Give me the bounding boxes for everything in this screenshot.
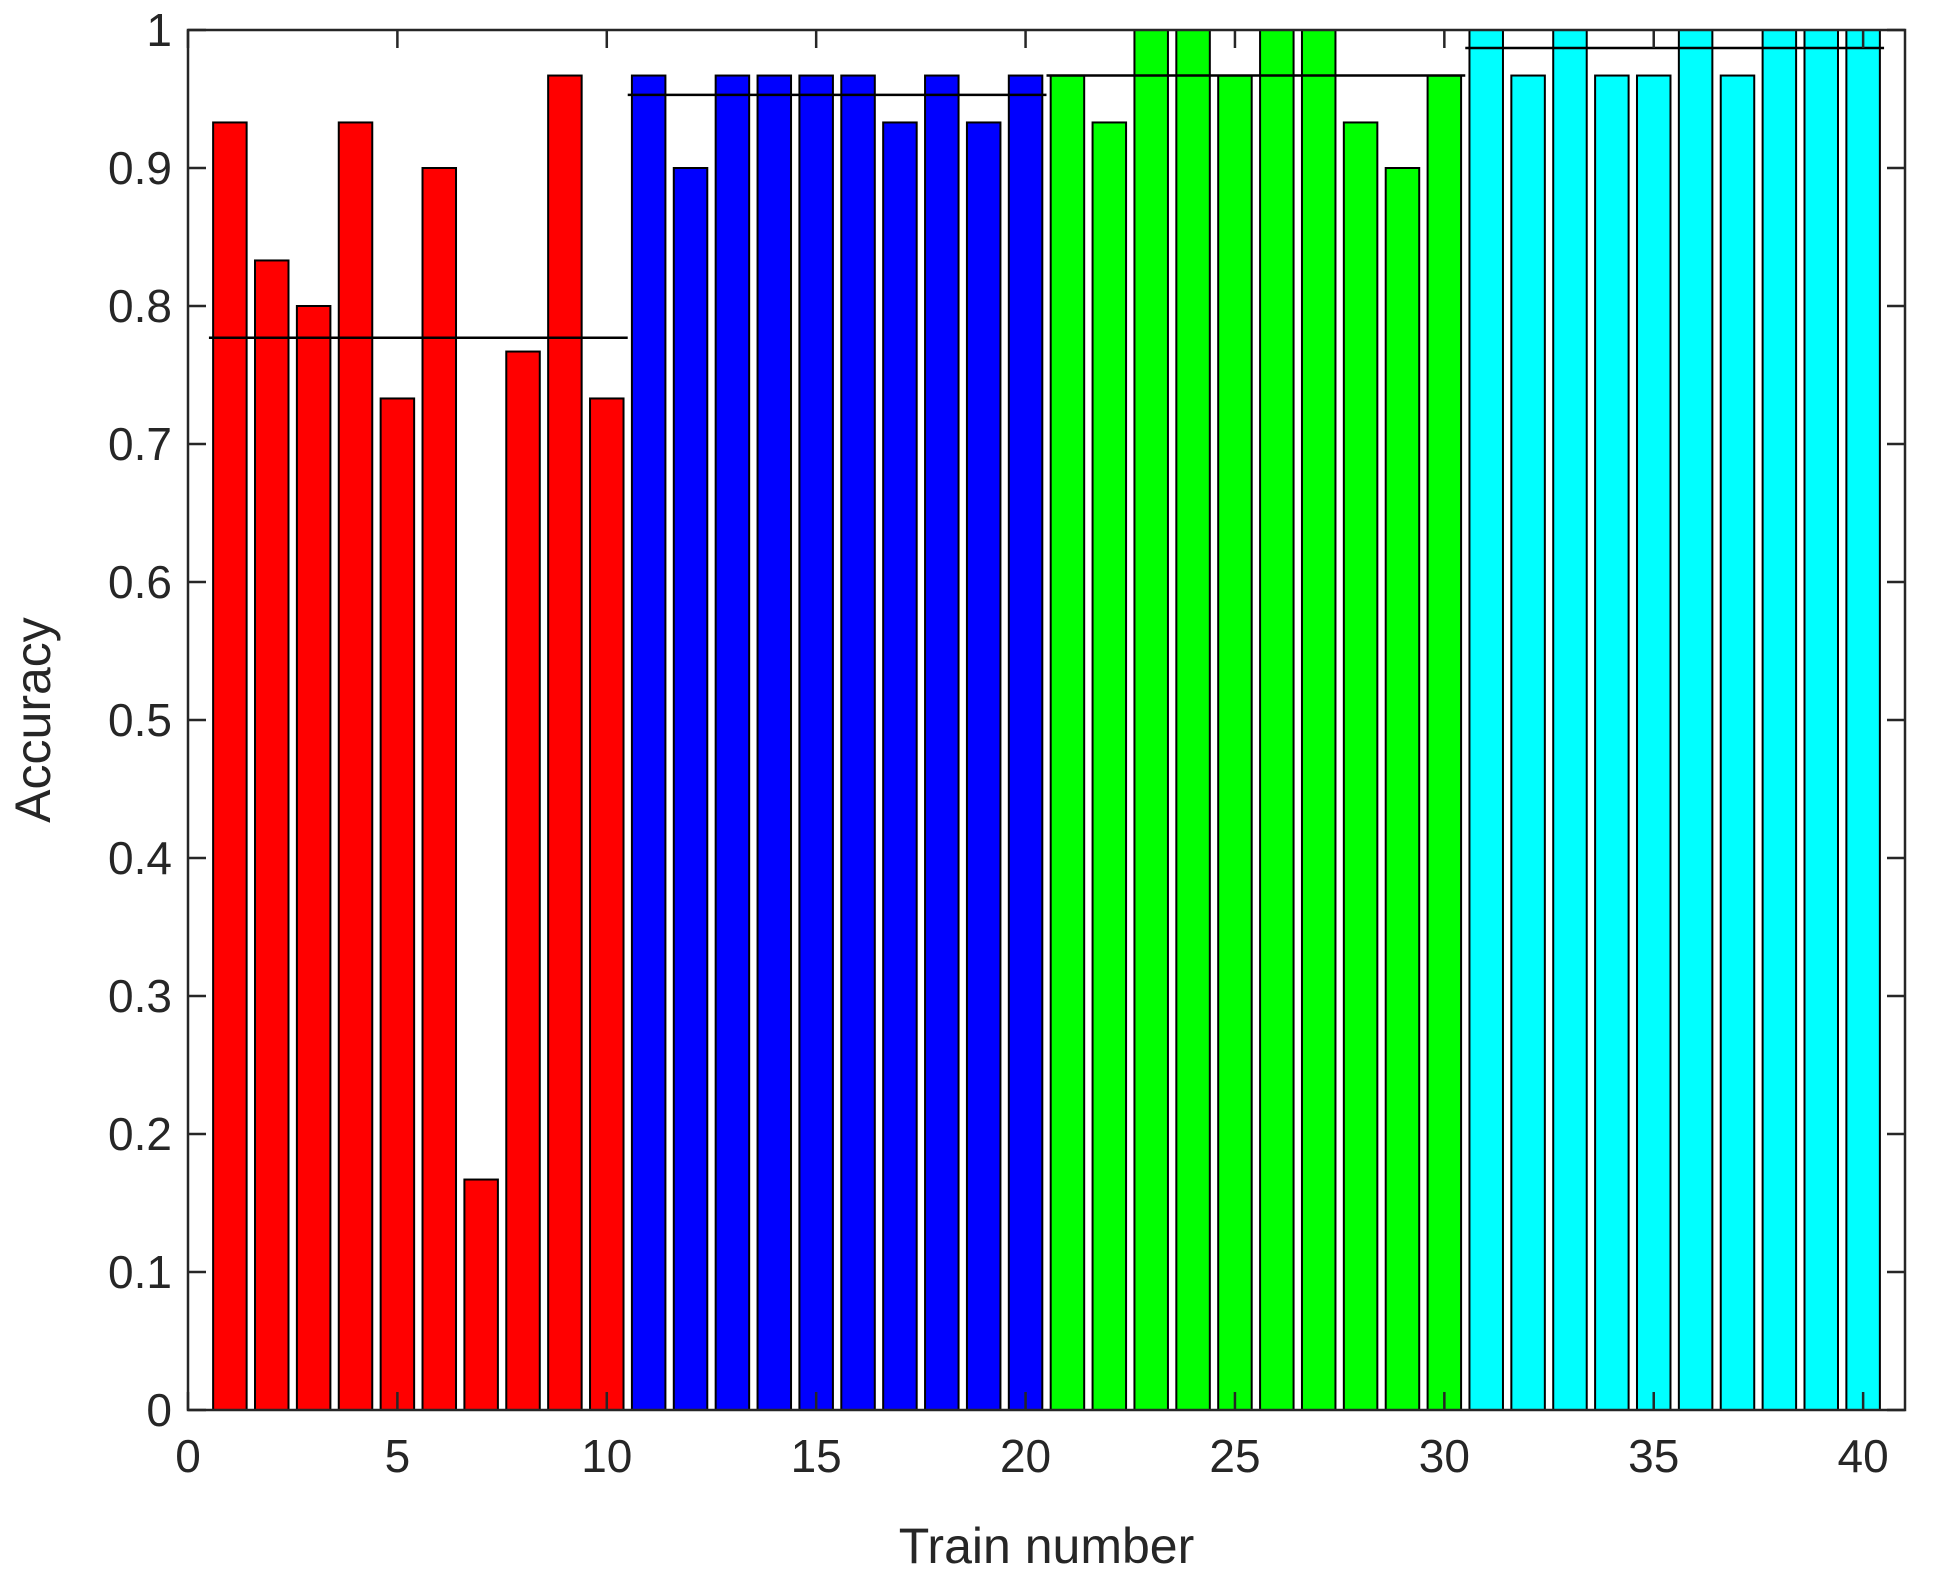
y-axis-title: Accuracy — [5, 617, 61, 823]
bar-37 — [1719, 74, 1756, 1411]
y-tick-label: 0.2 — [108, 1108, 172, 1160]
bar-1 — [212, 121, 248, 1412]
bar-16 — [840, 74, 876, 1411]
x-tick-label: 20 — [1000, 1430, 1051, 1482]
bar-10 — [589, 397, 625, 1411]
bar-40 — [1845, 29, 1881, 1411]
y-tick-label: 0.1 — [108, 1246, 172, 1298]
x-tick-label: 40 — [1838, 1430, 1889, 1482]
x-tick-label: 30 — [1419, 1430, 1470, 1482]
bar-13 — [714, 74, 751, 1411]
bar-8 — [505, 350, 541, 1411]
bar-3 — [295, 305, 332, 1411]
bar-38 — [1761, 29, 1798, 1411]
bar-25 — [1217, 74, 1253, 1411]
y-tick-label: 0.8 — [108, 280, 172, 332]
bar-19 — [965, 121, 1002, 1412]
y-tick-label: 0.6 — [108, 556, 172, 608]
bar-18 — [924, 74, 960, 1411]
y-tick-label: 0.7 — [108, 418, 172, 470]
bar-30 — [1426, 74, 1463, 1411]
bar-34 — [1594, 74, 1630, 1411]
bar-4 — [337, 121, 374, 1412]
y-tick-label: 0 — [146, 1384, 172, 1436]
bar-23 — [1133, 29, 1169, 1411]
bar-31 — [1468, 29, 1504, 1411]
x-tick-label: 5 — [385, 1430, 411, 1482]
ticks-layer: 0 5 10 15 20 25 30 35 40 0 0.1 0.2 0.3 0.4 0.5 0.6 0.7 0.… — [108, 4, 1905, 1482]
bar-20 — [1007, 74, 1044, 1411]
x-tick-label: 10 — [581, 1430, 632, 1482]
bar-14 — [756, 74, 793, 1411]
bar-2 — [254, 259, 290, 1412]
bar-32 — [1510, 74, 1546, 1411]
bar-26 — [1259, 29, 1295, 1411]
bar-12 — [672, 167, 709, 1411]
bar-28 — [1342, 121, 1379, 1412]
x-tick-label: 35 — [1628, 1430, 1679, 1482]
x-axis-title: Train number — [899, 1518, 1194, 1574]
bar-11 — [630, 74, 667, 1411]
y-tick-label: 0.5 — [108, 694, 172, 746]
y-tick-label: 1 — [146, 4, 172, 56]
bar-29 — [1384, 167, 1421, 1411]
bar-6 — [421, 167, 458, 1411]
x-tick-label: 0 — [175, 1430, 201, 1482]
x-tick-label: 25 — [1209, 1430, 1260, 1482]
bar-33 — [1552, 29, 1588, 1411]
bar-27 — [1300, 29, 1337, 1411]
bar-21 — [1049, 74, 1086, 1411]
bar-17 — [882, 121, 918, 1412]
bar-24 — [1175, 29, 1211, 1411]
bar-39 — [1803, 29, 1839, 1411]
bar-5 — [379, 397, 416, 1411]
bars-layer — [212, 29, 1881, 1412]
mean-lines-layer — [208, 46, 1885, 339]
bar-35 — [1635, 74, 1672, 1411]
y-tick-label: 0.9 — [108, 142, 172, 194]
bar-9 — [547, 74, 583, 1411]
bar-15 — [798, 74, 834, 1411]
bar-36 — [1677, 29, 1714, 1411]
y-tick-label: 0.4 — [108, 832, 172, 884]
x-tick-label: 15 — [791, 1430, 842, 1482]
y-tick-label: 0.3 — [108, 970, 172, 1022]
bar-7 — [463, 1178, 499, 1412]
bar-22 — [1091, 121, 1128, 1412]
